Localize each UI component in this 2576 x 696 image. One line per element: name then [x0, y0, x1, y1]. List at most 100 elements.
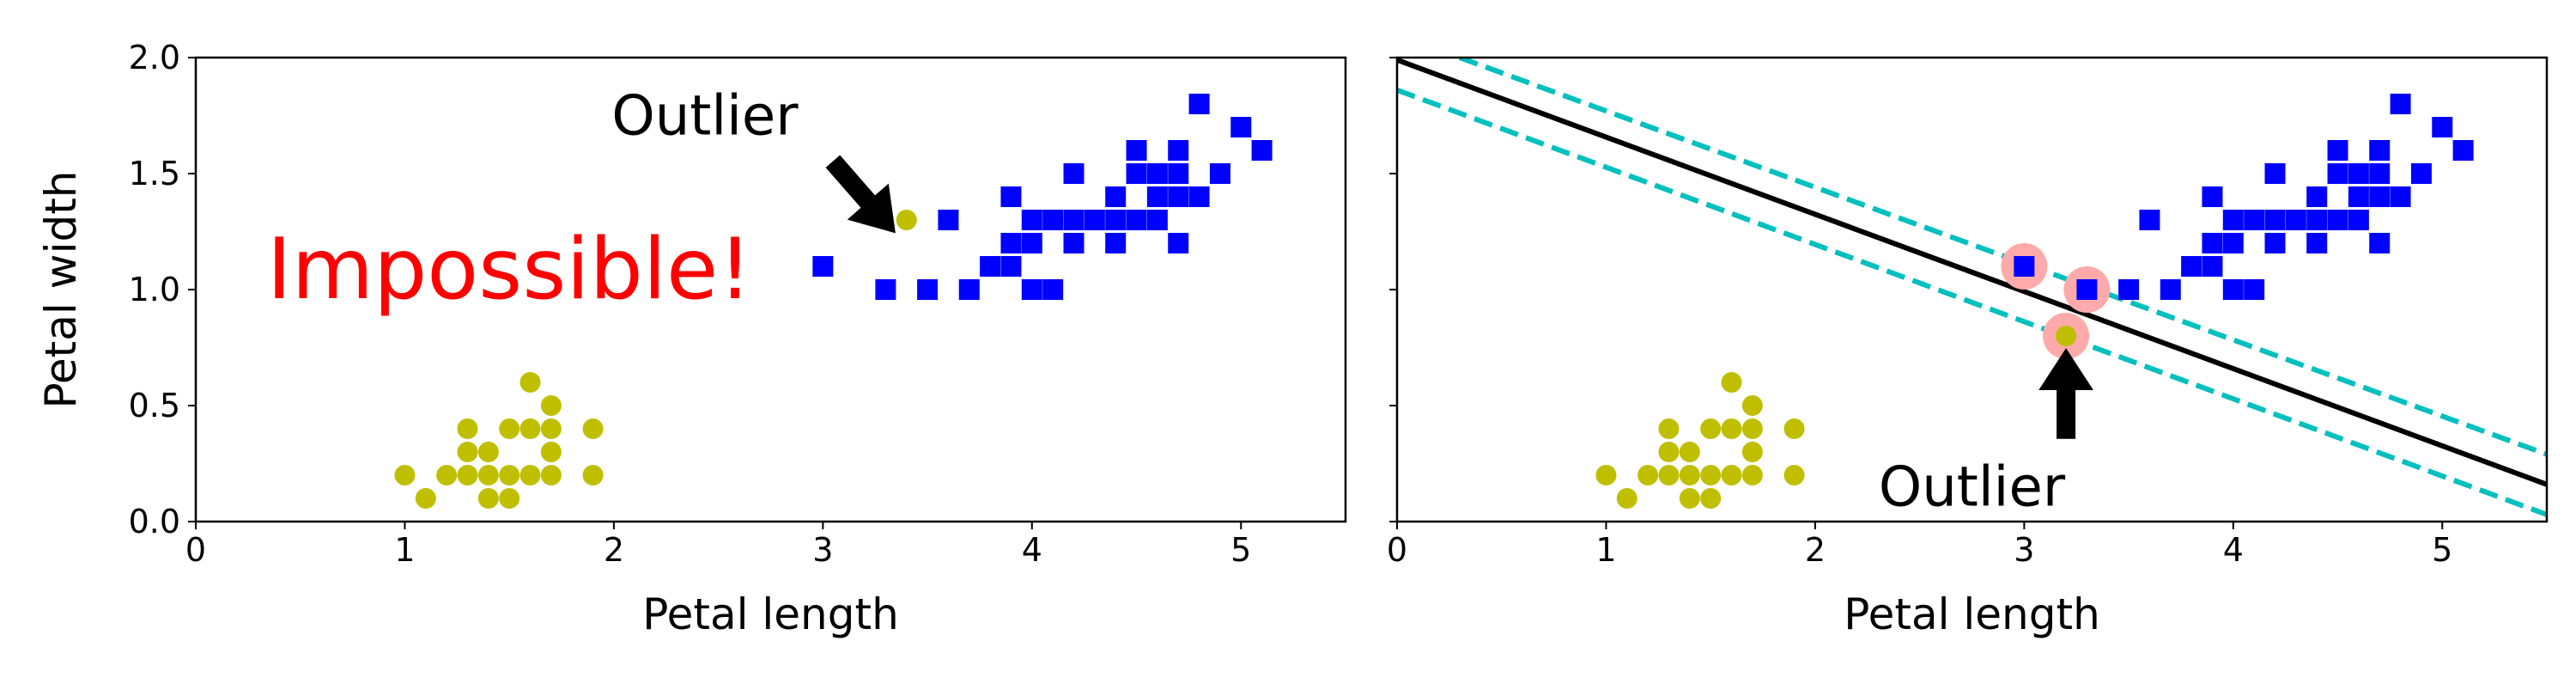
data-point-square [2264, 163, 2286, 184]
outlier-label: Outlier [1879, 456, 2066, 520]
data-point-square [2306, 210, 2328, 230]
data-point-circle [1700, 465, 1722, 485]
data-point-circle [1679, 442, 1700, 462]
data-point-square [938, 210, 959, 230]
y-tick-label: 1.5 [129, 155, 180, 192]
data-point-square [1021, 233, 1042, 253]
y-tick-label: 2.0 [129, 39, 180, 76]
data-point-square [1021, 210, 1042, 230]
data-point-square [2202, 256, 2223, 277]
decision-boundary-line [1397, 58, 2547, 487]
data-point-square [2410, 163, 2432, 184]
data-point-circle [1741, 418, 1763, 439]
data-point-square [1105, 186, 1127, 207]
data-point-square [1146, 210, 1168, 230]
outlier-arrow [2038, 348, 2093, 439]
plot-area [1397, 58, 2547, 517]
data-point-square [2202, 186, 2223, 207]
data-point-square [2160, 279, 2181, 300]
data-point-square [1230, 117, 1252, 137]
panel-1: 0 1 2 3 4 5 0.0 0.5 1.0 1.5 2.0 Petal length Petal w… [36, 39, 1347, 639]
outlier-label: Outlier [611, 85, 799, 149]
x-tick-label: 1 [394, 531, 415, 569]
data-point-square [1042, 210, 1064, 230]
data-point-square [1063, 233, 1084, 253]
plot-area [394, 94, 1273, 509]
axes-frame [1395, 56, 2549, 523]
x-tick-label: 2 [604, 531, 624, 569]
data-point-square [1021, 279, 1042, 300]
data-point-square [2118, 279, 2140, 300]
data-point-square [2348, 210, 2369, 230]
x-tick-label: 0 [1387, 531, 1407, 569]
data-point-square [1251, 140, 1273, 161]
data-point-circle [1783, 465, 1805, 485]
impossible-label: Impossible! [267, 221, 752, 319]
data-point-circle [1679, 465, 1700, 485]
data-point-square [1168, 163, 1189, 184]
data-point-circle [1741, 465, 1763, 485]
data-point-square [1146, 163, 1168, 184]
data-point-circle [540, 465, 562, 485]
data-point-circle [540, 442, 562, 462]
data-point-square [1126, 140, 1147, 161]
y-tick-label: 0.5 [129, 387, 180, 424]
x-tick-label: 4 [1022, 531, 1042, 569]
data-point-square [2348, 186, 2369, 207]
data-point-square [2222, 210, 2244, 230]
data-point-square [2285, 210, 2306, 230]
x-tick-label: 3 [2014, 531, 2034, 569]
data-point-square [2327, 163, 2348, 184]
x-axis-label: Petal length [1844, 589, 2100, 639]
data-point-circle [519, 465, 541, 485]
data-point-circle [415, 488, 436, 509]
data-point-square [1105, 233, 1127, 253]
data-point-circle [582, 418, 604, 439]
data-point-circle [582, 465, 604, 485]
data-point-square [2076, 279, 2098, 300]
data-point-circle [1679, 488, 1700, 509]
data-point-square [2390, 186, 2411, 207]
data-point-circle [2056, 326, 2077, 346]
data-point-square [875, 279, 896, 300]
data-point-square [1063, 163, 1084, 184]
data-point-circle [457, 418, 478, 439]
data-point-circle [1637, 465, 1659, 485]
data-point-square [2264, 233, 2286, 253]
x-tick-label: 2 [1805, 531, 1826, 569]
y-axis-label: Petal width [36, 171, 86, 409]
data-point-square [2369, 233, 2391, 253]
data-point-square [958, 279, 980, 300]
data-point-square [1146, 186, 1168, 207]
x-tick-label: 5 [1230, 531, 1251, 569]
y-tick-label: 1.0 [129, 271, 180, 308]
data-point-square [1000, 233, 1022, 253]
data-point-square [2390, 94, 2411, 114]
data-point-square [1188, 94, 1210, 114]
x-tick-label: 0 [185, 531, 206, 569]
data-point-square [1000, 186, 1022, 207]
data-point-square [2348, 163, 2369, 184]
data-point-square [2202, 233, 2223, 253]
data-point-square [2181, 256, 2202, 277]
data-point-circle [436, 465, 458, 485]
data-point-square [1063, 210, 1084, 230]
data-point-square [2369, 186, 2391, 207]
data-point-square [1126, 163, 1147, 184]
data-point-square [2432, 117, 2453, 137]
x-tick-label: 3 [812, 531, 833, 569]
data-point-square [2222, 279, 2244, 300]
y-tick-label: 0.0 [129, 503, 180, 540]
data-point-square [1168, 186, 1189, 207]
data-point-circle [1721, 465, 1742, 485]
data-point-circle [1700, 418, 1722, 439]
data-point-square [2306, 233, 2328, 253]
data-point-square [2327, 140, 2348, 161]
data-point-circle [1741, 442, 1763, 462]
data-point-circle [1783, 418, 1805, 439]
data-point-square [1168, 233, 1189, 253]
data-point-circle [457, 465, 478, 485]
data-point-square [812, 256, 834, 277]
data-point-circle [1658, 418, 1680, 439]
